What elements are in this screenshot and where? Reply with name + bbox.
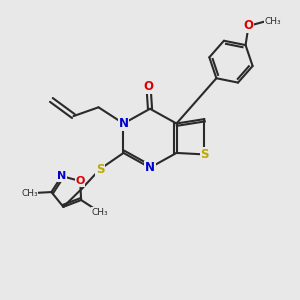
Text: S: S [200, 148, 209, 161]
Text: N: N [118, 117, 128, 130]
Text: O: O [143, 80, 154, 93]
Text: CH₃: CH₃ [21, 189, 38, 198]
Text: N: N [57, 171, 66, 181]
Text: CH₃: CH₃ [91, 208, 108, 217]
Text: N: N [145, 161, 155, 174]
Text: O: O [76, 176, 85, 186]
Text: O: O [244, 20, 254, 32]
Text: S: S [96, 163, 104, 176]
Text: CH₃: CH₃ [265, 17, 281, 26]
